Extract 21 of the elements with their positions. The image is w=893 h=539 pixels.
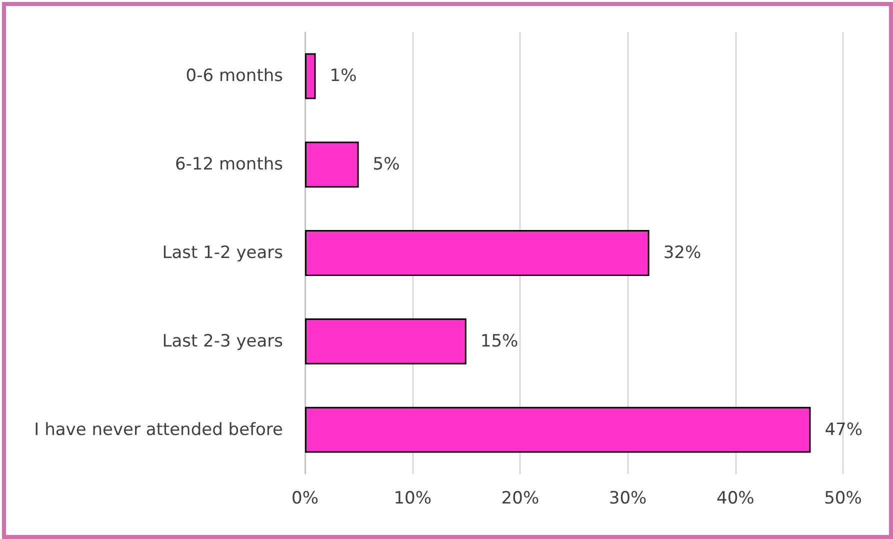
y-tick-label: Last 2-3 years xyxy=(162,331,284,352)
data-label: 1% xyxy=(330,66,357,86)
bar xyxy=(305,53,316,100)
bar xyxy=(305,318,466,364)
bar xyxy=(305,406,811,453)
x-tick-label: 20% xyxy=(501,488,540,508)
y-tick-label: Last 1-2 years xyxy=(162,243,284,263)
x-tick-label: 30% xyxy=(608,488,647,508)
data-label: 15% xyxy=(480,331,518,352)
x-tick-label: 40% xyxy=(716,488,754,508)
x-tick-label: 10% xyxy=(394,488,432,508)
data-label: 32% xyxy=(663,243,702,263)
bar xyxy=(305,230,650,276)
x-tick-label: 50% xyxy=(824,488,862,508)
x-tick-label: 0% xyxy=(292,488,318,508)
y-tick-label: 6-12 months xyxy=(174,154,284,175)
y-tick-label: 0-6 months xyxy=(186,66,284,86)
y-tick-label: I have never attended before xyxy=(34,420,283,440)
bar xyxy=(305,142,359,188)
data-label: 5% xyxy=(372,154,400,175)
data-label: 47% xyxy=(824,420,863,440)
